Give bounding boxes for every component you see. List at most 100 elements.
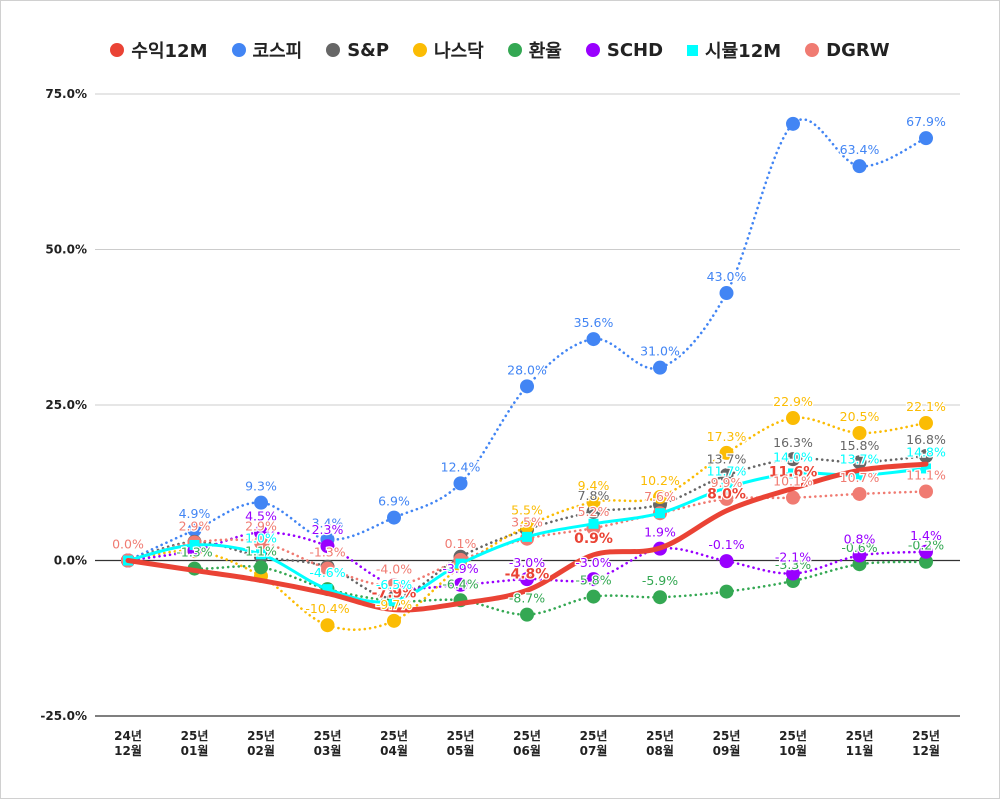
data-point — [254, 525, 268, 540]
data-label: 7.8% — [578, 488, 610, 503]
data-point — [254, 560, 268, 575]
data-point — [520, 572, 534, 587]
data-label: 2.9% — [179, 518, 211, 533]
x-tick-label: 25년 05월 — [447, 729, 475, 758]
data-label: 11.1% — [906, 467, 946, 482]
data-label: 35.6% — [574, 315, 614, 330]
legend-item-sp[interactable]: S&P — [326, 40, 389, 61]
legend-label-dgrw: DGRW — [826, 39, 890, 61]
data-label: -4.6% — [309, 565, 345, 580]
legend-swatch-sp — [326, 43, 341, 57]
data-label: 4.5% — [245, 509, 277, 524]
data-label: -0.1% — [708, 537, 744, 552]
data-point — [320, 561, 335, 576]
data-point — [653, 590, 667, 605]
data-point — [786, 116, 800, 131]
data-point — [387, 510, 401, 525]
legend-label-sp: S&P — [347, 39, 390, 61]
data-point — [322, 584, 333, 595]
data-label: 10.1% — [773, 474, 813, 489]
data-point — [187, 523, 202, 538]
data-label: 2.3% — [312, 522, 344, 537]
legend-item-dgrw[interactable]: DGRW — [805, 39, 890, 61]
legend-label-fx: 환율 — [528, 41, 562, 62]
legend-item-kospi[interactable]: 코스피 — [231, 37, 303, 63]
series-line-코스피 — [126, 118, 928, 562]
legend-item-sim12m[interactable]: 시뮬12M — [687, 37, 781, 63]
data-label: -7.9% — [372, 586, 417, 602]
data-label: 9.3% — [245, 479, 277, 494]
data-point — [719, 491, 734, 506]
data-label: -6.5% — [376, 577, 412, 592]
data-label: -6.4% — [442, 576, 478, 591]
data-label: 1.0% — [245, 530, 277, 545]
y-tick-label: 25.0% — [45, 398, 87, 412]
data-point — [852, 548, 867, 563]
data-label: 11.6% — [769, 464, 818, 480]
data-label: 6.9% — [378, 494, 410, 509]
data-label: 9.4% — [578, 478, 610, 493]
data-point — [586, 332, 601, 347]
data-label: 14.0% — [773, 449, 813, 464]
data-label: 63.4% — [840, 142, 880, 157]
data-label: 5.5% — [511, 502, 543, 517]
legend-item-nasdaq[interactable]: 나스닥 — [413, 37, 484, 63]
data-point — [586, 495, 601, 510]
data-label: -3.0% — [509, 555, 545, 570]
x-tick-label: 25년 06월 — [513, 729, 541, 758]
data-point — [522, 531, 532, 542]
data-label: 8.0% — [707, 487, 746, 503]
data-point — [719, 584, 734, 599]
data-label: 43.0% — [707, 269, 747, 284]
legend-item-fx[interactable]: 환율 — [507, 37, 562, 63]
data-label: -1.3% — [309, 545, 345, 560]
data-point — [719, 554, 734, 569]
data-label: 31.0% — [640, 344, 680, 359]
data-point — [520, 607, 534, 622]
data-label: 22.1% — [906, 399, 946, 414]
data-point — [455, 558, 466, 569]
legend-label-kospi: 코스피 — [252, 41, 303, 62]
x-tick-label: 25년 04월 — [380, 729, 408, 758]
data-point — [387, 613, 401, 628]
x-tick-label: 24년 12월 — [114, 729, 142, 758]
series-line-수익12m — [125, 461, 929, 613]
data-label: 13.7% — [840, 451, 880, 466]
data-point — [786, 411, 800, 426]
series-수익12m — [125, 461, 929, 613]
data-label: 16.3% — [773, 435, 813, 450]
data-label: -0.6% — [841, 540, 877, 555]
legend: 수익12M 코스피 S&P 나스닥 환율 SCHD 시뮬12M DGRW — [0, 36, 1000, 64]
y-tick-label: -25.0% — [40, 709, 87, 723]
data-point — [453, 577, 468, 592]
data-label: 2.9% — [245, 518, 277, 533]
legend-swatch-nasdaq — [413, 43, 428, 57]
data-label: -8.7% — [509, 591, 545, 606]
legend-item-schd[interactable]: SCHD — [585, 40, 663, 61]
data-point — [320, 618, 335, 633]
data-point — [788, 468, 798, 479]
data-label: -3.9% — [442, 561, 478, 576]
data-label: 15.8% — [840, 438, 880, 453]
data-label: 9.9% — [711, 475, 743, 490]
data-label: -5.9% — [642, 573, 678, 588]
data-label: 17.3% — [707, 429, 747, 444]
x-tick-label: 25년 10월 — [779, 729, 807, 758]
data-point — [919, 131, 933, 146]
legend-swatch-dgrw — [805, 43, 820, 57]
data-label: -4.0% — [376, 561, 412, 576]
x-tick-label: 25년 09월 — [713, 729, 741, 758]
data-point — [189, 539, 200, 550]
data-label: 14.8% — [906, 444, 946, 459]
legend-label-sim12m: 시뮬12M — [705, 41, 782, 62]
x-tick-label: 25년 02월 — [247, 729, 275, 758]
data-point — [254, 495, 268, 510]
x-tick-label: 25년 03월 — [314, 729, 342, 758]
legend-swatch-suik12m — [110, 43, 125, 57]
data-label: 10.2% — [640, 473, 680, 488]
data-point — [655, 508, 665, 519]
legend-item-suik12m[interactable]: 수익12M — [110, 37, 208, 63]
data-point — [586, 589, 601, 604]
